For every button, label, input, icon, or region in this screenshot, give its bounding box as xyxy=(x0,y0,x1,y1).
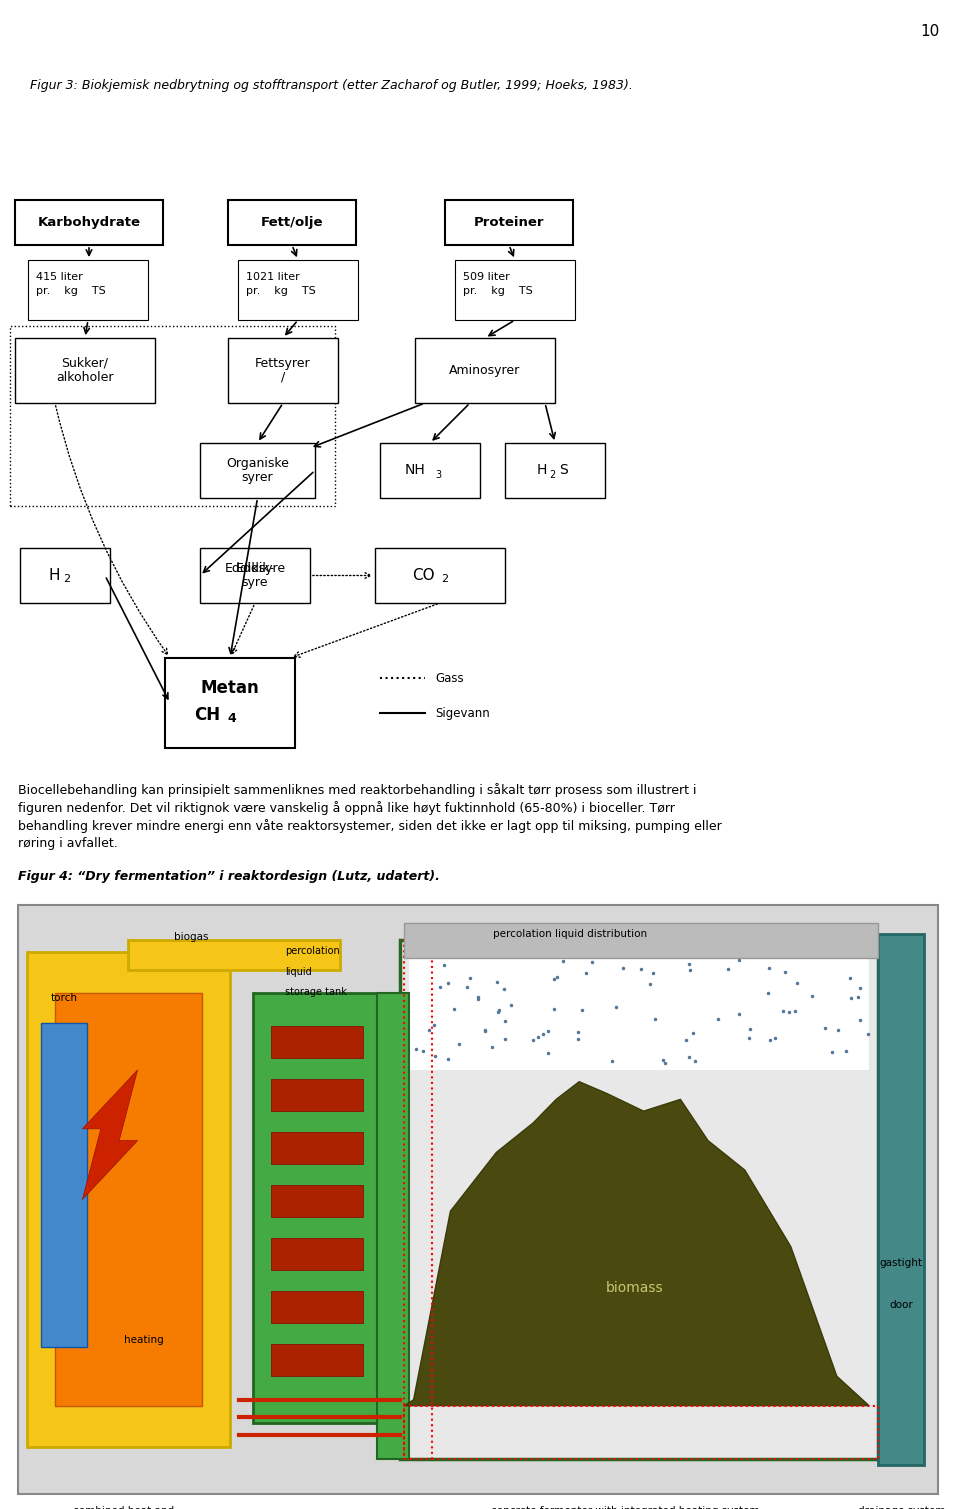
Text: 3: 3 xyxy=(435,469,441,480)
FancyBboxPatch shape xyxy=(404,922,878,958)
FancyBboxPatch shape xyxy=(228,338,338,403)
FancyBboxPatch shape xyxy=(18,905,938,1494)
Text: Fett/olje: Fett/olje xyxy=(261,216,324,229)
Text: door: door xyxy=(889,1299,913,1310)
Text: CH: CH xyxy=(194,706,220,724)
Text: Fettsyrer: Fettsyrer xyxy=(255,358,311,370)
FancyBboxPatch shape xyxy=(445,201,573,244)
FancyBboxPatch shape xyxy=(878,934,924,1465)
Text: percolation: percolation xyxy=(285,946,340,957)
Text: 2: 2 xyxy=(63,575,71,584)
Text: Biocellebehandling kan prinsipielt sammenliknes med reaktorbehandling i såkalt t: Biocellebehandling kan prinsipielt samme… xyxy=(18,783,697,797)
FancyBboxPatch shape xyxy=(200,444,315,498)
FancyBboxPatch shape xyxy=(15,338,155,403)
FancyBboxPatch shape xyxy=(380,444,480,498)
Text: Eddik-: Eddik- xyxy=(235,561,275,575)
Text: gastight: gastight xyxy=(879,1259,923,1269)
FancyBboxPatch shape xyxy=(228,201,356,244)
Text: Karbohydrate: Karbohydrate xyxy=(37,216,140,229)
FancyBboxPatch shape xyxy=(505,444,605,498)
Text: NH: NH xyxy=(404,463,425,477)
Text: Eddiksyre: Eddiksyre xyxy=(225,561,285,575)
FancyBboxPatch shape xyxy=(15,201,163,244)
FancyBboxPatch shape xyxy=(271,1026,363,1058)
Text: syrer: syrer xyxy=(242,471,274,484)
Text: heating: heating xyxy=(124,1335,163,1345)
FancyBboxPatch shape xyxy=(271,1345,363,1376)
Text: torch: torch xyxy=(51,993,78,1003)
FancyBboxPatch shape xyxy=(409,946,869,1070)
FancyBboxPatch shape xyxy=(455,260,575,320)
FancyBboxPatch shape xyxy=(28,260,148,320)
Text: liquid: liquid xyxy=(285,967,312,976)
Text: concrete fermenter with integrated heating system: concrete fermenter with integrated heati… xyxy=(491,1506,759,1509)
Text: syre: syre xyxy=(242,576,268,589)
FancyBboxPatch shape xyxy=(271,1237,363,1271)
FancyBboxPatch shape xyxy=(415,338,555,403)
FancyBboxPatch shape xyxy=(271,1290,363,1323)
Text: alkoholer: alkoholer xyxy=(57,371,113,383)
Text: pr.    kg    TS: pr. kg TS xyxy=(246,287,316,296)
Text: Figur 3: Biokjemisk nedbrytning og stofftransport (etter Zacharof og Butler, 199: Figur 3: Biokjemisk nedbrytning og stoff… xyxy=(30,78,633,92)
Text: Organiske: Organiske xyxy=(226,457,289,469)
Text: Gass: Gass xyxy=(435,672,464,685)
Text: combined heat and: combined heat and xyxy=(73,1506,175,1509)
Text: drainage system: drainage system xyxy=(857,1506,945,1509)
Text: Figur 4: “Dry fermentation” i reaktordesign (Lutz, udatert).: Figur 4: “Dry fermentation” i reaktordes… xyxy=(18,871,440,883)
Text: 2: 2 xyxy=(442,575,448,584)
Polygon shape xyxy=(83,1070,137,1200)
Text: figuren nedenfor. Det vil riktignok være vanskelig å oppnå like høyt fuktinnhold: figuren nedenfor. Det vil riktignok være… xyxy=(18,801,675,815)
FancyBboxPatch shape xyxy=(271,1185,363,1218)
Text: biomass: biomass xyxy=(606,1281,663,1295)
Text: behandling krever mindre energi enn våte reaktorsystemer, siden det ikke er lagt: behandling krever mindre energi enn våte… xyxy=(18,819,722,833)
Text: pr.    kg    TS: pr. kg TS xyxy=(36,287,106,296)
FancyBboxPatch shape xyxy=(27,952,229,1447)
FancyBboxPatch shape xyxy=(399,940,878,1459)
Text: 2: 2 xyxy=(549,469,555,480)
Text: /: / xyxy=(281,371,285,383)
Text: 1021 liter: 1021 liter xyxy=(246,272,300,282)
Text: S: S xyxy=(559,463,567,477)
Text: Sukker/: Sukker/ xyxy=(61,358,108,370)
FancyBboxPatch shape xyxy=(129,940,340,970)
FancyBboxPatch shape xyxy=(20,548,110,604)
Text: H: H xyxy=(49,567,60,582)
Text: Metan: Metan xyxy=(201,679,259,697)
FancyBboxPatch shape xyxy=(165,658,295,748)
Text: Aminosyrer: Aminosyrer xyxy=(449,364,520,377)
FancyBboxPatch shape xyxy=(377,993,409,1459)
Text: biogas: biogas xyxy=(175,931,209,942)
FancyBboxPatch shape xyxy=(252,993,381,1423)
Text: CO: CO xyxy=(413,567,435,582)
FancyBboxPatch shape xyxy=(271,1079,363,1111)
Text: storage tank: storage tank xyxy=(285,987,347,997)
Text: 4: 4 xyxy=(228,712,236,726)
FancyBboxPatch shape xyxy=(200,548,310,604)
Text: pr.    kg    TS: pr. kg TS xyxy=(463,287,533,296)
FancyBboxPatch shape xyxy=(55,993,202,1406)
Text: Sigevann: Sigevann xyxy=(435,706,490,720)
Polygon shape xyxy=(404,1082,869,1406)
Text: percolation liquid distribution: percolation liquid distribution xyxy=(492,928,647,939)
Text: 415 liter: 415 liter xyxy=(36,272,83,282)
FancyBboxPatch shape xyxy=(375,548,505,604)
FancyBboxPatch shape xyxy=(271,1132,363,1163)
FancyBboxPatch shape xyxy=(238,260,358,320)
Text: 509 liter: 509 liter xyxy=(463,272,510,282)
Text: H: H xyxy=(537,463,547,477)
Text: røring i avfallet.: røring i avfallet. xyxy=(18,837,118,850)
Text: 10: 10 xyxy=(921,24,940,39)
Text: Proteiner: Proteiner xyxy=(473,216,544,229)
FancyBboxPatch shape xyxy=(41,1023,87,1346)
